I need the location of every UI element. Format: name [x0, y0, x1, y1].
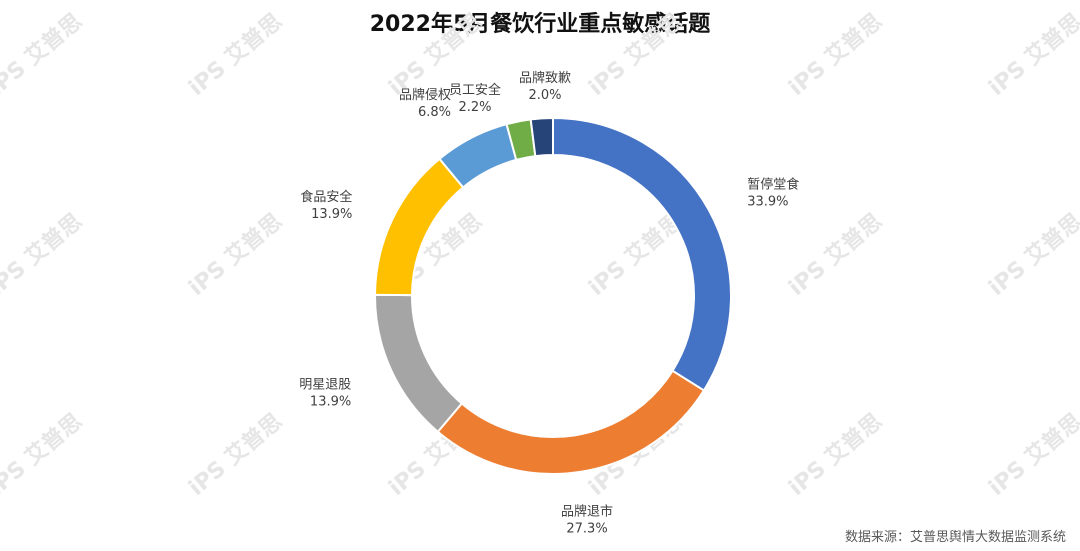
chart-title: 2022年5月餐饮行业重点敏感话题: [369, 12, 711, 37]
watermark-mark: iPS 艾普思: [984, 208, 1080, 301]
slice-label-6: 员工安全: [449, 82, 501, 98]
slice-value-3: 13.9%: [310, 395, 351, 410]
watermark-mark: iPS 艾普思: [184, 208, 287, 301]
watermark-mark: iPS 艾普思: [0, 208, 87, 301]
slice-labels: 暂停堂食 33.9% 品牌退市 27.3% 明星退股 13.9% 食品安全 13.9% 品牌侵权…: [299, 70, 799, 536]
watermark-mark: iPS 艾普思: [584, 208, 687, 301]
source-note: 数据来源：艾普思舆情大数据监测系统: [844, 530, 1066, 545]
svg-text:iPS 艾普思: iPS 艾普思: [584, 8, 687, 101]
watermark-mark: iPS 艾普思: [984, 408, 1080, 501]
slice-label-1: 暂停堂食: [747, 176, 799, 192]
slice-value-5: 6.8%: [418, 105, 451, 120]
slice-value-4: 13.9%: [311, 207, 352, 222]
watermark-mark: iPS 艾普思: [0, 8, 87, 101]
svg-text:iPS 艾普思: iPS 艾普思: [984, 8, 1080, 101]
slice-label-4: 食品安全: [300, 189, 352, 205]
watermark-mark: iPS 艾普思: [984, 8, 1080, 101]
slice-value-6: 2.2%: [458, 100, 491, 115]
svg-text:iPS 艾普思: iPS 艾普思: [184, 8, 287, 101]
svg-text:iPS 艾普思: iPS 艾普思: [584, 208, 687, 301]
watermark-mark: iPS 艾普思: [0, 408, 87, 501]
svg-text:iPS 艾普思: iPS 艾普思: [784, 8, 887, 101]
svg-text:iPS 艾普思: iPS 艾普思: [784, 408, 887, 501]
slice-value-2: 27.3%: [566, 521, 607, 536]
slice-value-1: 33.9%: [747, 194, 788, 209]
slice-label-2: 品牌退市: [561, 503, 613, 519]
svg-text:iPS 艾普思: iPS 艾普思: [784, 208, 887, 301]
watermark-mark: iPS 艾普思: [784, 208, 887, 301]
svg-text:iPS 艾普思: iPS 艾普思: [0, 208, 87, 301]
slice-label-5: 品牌侵权: [399, 87, 451, 103]
slice-label-7: 品牌致歉: [519, 70, 571, 86]
svg-text:iPS 艾普思: iPS 艾普思: [184, 408, 287, 501]
svg-text:iPS 艾普思: iPS 艾普思: [984, 408, 1080, 501]
slice-7: [529, 116, 554, 158]
slice-2: [436, 369, 706, 475]
watermark-mark: iPS 艾普思: [784, 408, 887, 501]
svg-text:iPS 艾普思: iPS 艾普思: [184, 208, 287, 301]
slice-3: [374, 293, 464, 434]
watermark-mark: iPS 艾普思: [184, 8, 287, 101]
watermark-mark: iPS 艾普思: [784, 8, 887, 101]
svg-text:iPS 艾普思: iPS 艾普思: [0, 408, 87, 501]
watermark-mark: iPS 艾普思: [584, 8, 687, 101]
slices: [373, 116, 732, 475]
watermark-mark: iPS 艾普思: [184, 408, 287, 501]
slice-label-3: 明星退股: [299, 378, 351, 393]
svg-text:iPS 艾普思: iPS 艾普思: [0, 8, 87, 101]
slice-value-7: 2.0%: [528, 88, 561, 103]
svg-text:iPS 艾普思: iPS 艾普思: [984, 208, 1080, 301]
